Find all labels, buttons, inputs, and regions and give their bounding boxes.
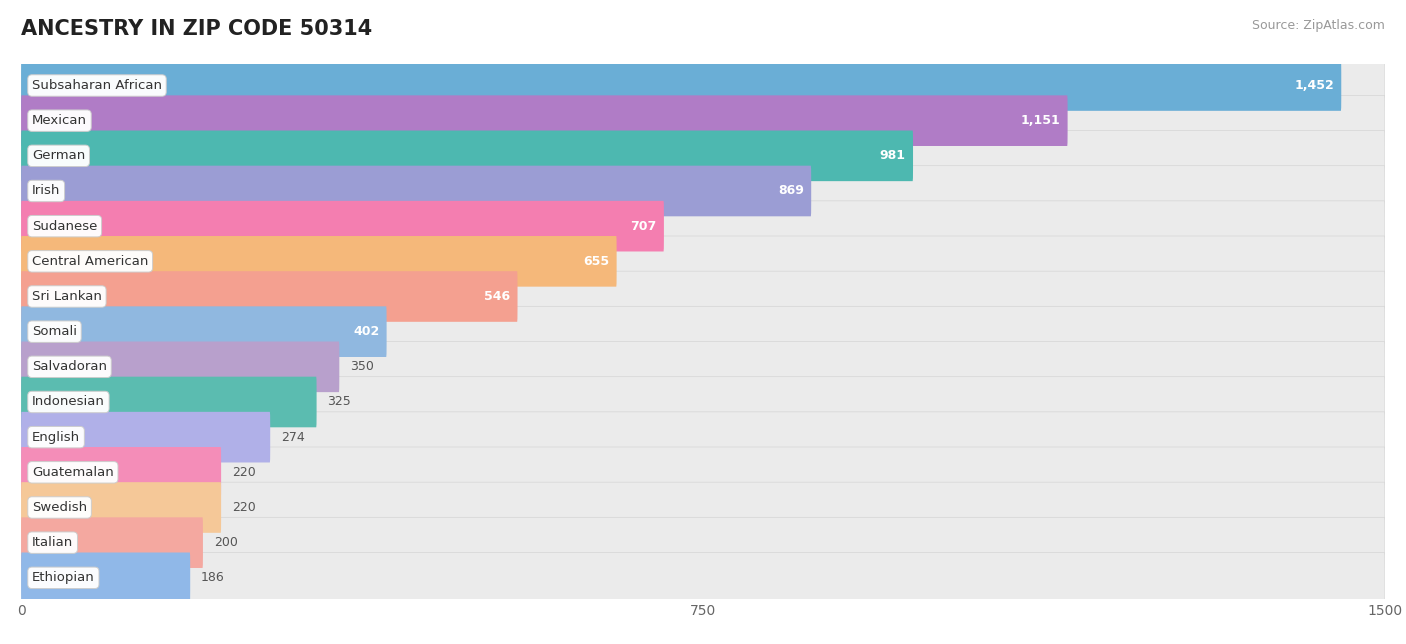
Text: Italian: Italian: [32, 536, 73, 549]
Text: Indonesian: Indonesian: [32, 395, 105, 408]
Text: Swedish: Swedish: [32, 501, 87, 514]
Text: Salvadoran: Salvadoran: [32, 361, 107, 374]
Text: German: German: [32, 149, 86, 162]
FancyBboxPatch shape: [21, 60, 1341, 111]
Text: Ethiopian: Ethiopian: [32, 571, 94, 584]
FancyBboxPatch shape: [21, 307, 387, 357]
FancyBboxPatch shape: [21, 482, 221, 533]
Text: Sudanese: Sudanese: [32, 220, 97, 232]
FancyBboxPatch shape: [21, 60, 1385, 111]
FancyBboxPatch shape: [21, 271, 1385, 322]
FancyBboxPatch shape: [21, 412, 270, 462]
Text: 220: 220: [232, 466, 256, 479]
Text: 981: 981: [880, 149, 905, 162]
Text: Central American: Central American: [32, 255, 149, 268]
Text: 200: 200: [214, 536, 238, 549]
FancyBboxPatch shape: [21, 236, 617, 287]
FancyBboxPatch shape: [21, 553, 190, 603]
Text: 274: 274: [281, 431, 305, 444]
Text: Mexican: Mexican: [32, 114, 87, 127]
Text: Guatemalan: Guatemalan: [32, 466, 114, 479]
FancyBboxPatch shape: [21, 517, 202, 568]
FancyBboxPatch shape: [21, 166, 1385, 216]
Text: 1,151: 1,151: [1021, 114, 1060, 127]
Text: 350: 350: [350, 361, 374, 374]
FancyBboxPatch shape: [21, 517, 1385, 568]
Text: 220: 220: [232, 501, 256, 514]
Text: 655: 655: [583, 255, 609, 268]
FancyBboxPatch shape: [21, 447, 221, 498]
Text: Irish: Irish: [32, 184, 60, 198]
FancyBboxPatch shape: [21, 307, 1385, 357]
FancyBboxPatch shape: [21, 482, 1385, 533]
Text: ANCESTRY IN ZIP CODE 50314: ANCESTRY IN ZIP CODE 50314: [21, 19, 373, 39]
Text: 325: 325: [328, 395, 352, 408]
Text: Sri Lankan: Sri Lankan: [32, 290, 101, 303]
Text: 402: 402: [353, 325, 380, 338]
FancyBboxPatch shape: [21, 201, 1385, 251]
Text: 707: 707: [630, 220, 657, 232]
FancyBboxPatch shape: [21, 95, 1067, 146]
Text: Subsaharan African: Subsaharan African: [32, 79, 162, 92]
FancyBboxPatch shape: [21, 377, 316, 428]
FancyBboxPatch shape: [21, 377, 1385, 428]
FancyBboxPatch shape: [21, 95, 1385, 146]
FancyBboxPatch shape: [21, 236, 1385, 287]
FancyBboxPatch shape: [21, 447, 1385, 498]
Text: 869: 869: [778, 184, 804, 198]
FancyBboxPatch shape: [21, 341, 339, 392]
Text: Source: ZipAtlas.com: Source: ZipAtlas.com: [1251, 19, 1385, 32]
Text: 186: 186: [201, 571, 225, 584]
Text: Somali: Somali: [32, 325, 77, 338]
FancyBboxPatch shape: [21, 341, 1385, 392]
FancyBboxPatch shape: [21, 412, 1385, 462]
Text: English: English: [32, 431, 80, 444]
Text: 546: 546: [484, 290, 510, 303]
FancyBboxPatch shape: [21, 553, 1385, 603]
FancyBboxPatch shape: [21, 271, 517, 322]
FancyBboxPatch shape: [21, 166, 811, 216]
FancyBboxPatch shape: [21, 131, 1385, 181]
FancyBboxPatch shape: [21, 131, 912, 181]
Text: 1,452: 1,452: [1295, 79, 1334, 92]
FancyBboxPatch shape: [21, 201, 664, 251]
